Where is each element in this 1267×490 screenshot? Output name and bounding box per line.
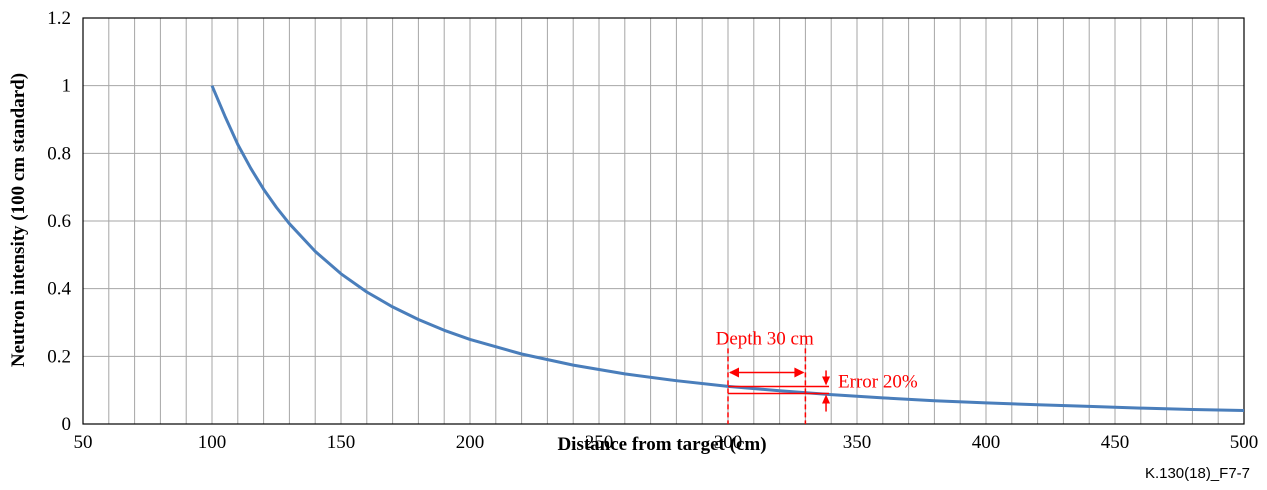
plot-frame — [82, 17, 1245, 425]
y-tick-label: 0.8 — [47, 143, 71, 164]
x-tick-label: 350 — [843, 432, 872, 453]
y-tick-label: 1.2 — [47, 8, 71, 29]
y-tick-label: 0 — [62, 414, 72, 435]
y-tick-label: 0.4 — [47, 279, 71, 300]
y-tick-label: 0.6 — [47, 211, 71, 232]
error-arrowhead-top — [822, 376, 831, 386]
x-tick-label: 500 — [1230, 432, 1259, 453]
series-layer — [210, 85, 1245, 412]
x-tick-label: 400 — [972, 432, 1001, 453]
x-tick-label: 150 — [327, 432, 356, 453]
depth-annotation-label: Depth 30 cm — [716, 328, 814, 349]
x-tick-label: 250 — [585, 432, 614, 453]
y-tick-label: 0.2 — [47, 346, 71, 367]
depth-arrowhead-right — [794, 367, 805, 378]
figure-reference: K.130(18)_F7-7 — [1145, 465, 1250, 482]
tick-layer: 50 100 150 200 250 300 350 400 450 500 0 0.2 0.4 0.6 0… — [47, 8, 1258, 453]
grid-layer — [83, 18, 1244, 424]
series-line — [210, 85, 1245, 412]
error-arrowhead-bottom — [822, 394, 831, 404]
x-tick-label: 450 — [1101, 432, 1130, 453]
depth-arrowhead-left — [729, 367, 739, 378]
x-tick-label: 100 — [198, 432, 227, 453]
annotation-layer: Depth 30 cm Error 20% — [716, 328, 918, 424]
x-tick-label: 200 — [456, 432, 485, 453]
error-annotation-label: Error 20% — [838, 371, 918, 392]
y-tick-label: 1 — [62, 76, 72, 97]
x-tick-label: 300 — [714, 432, 743, 453]
y-axis-title: Neutron intensity (100 cm standard) — [8, 73, 29, 367]
x-tick-label: 50 — [74, 432, 93, 453]
x-axis-title: Distance from target (cm) — [557, 434, 766, 455]
